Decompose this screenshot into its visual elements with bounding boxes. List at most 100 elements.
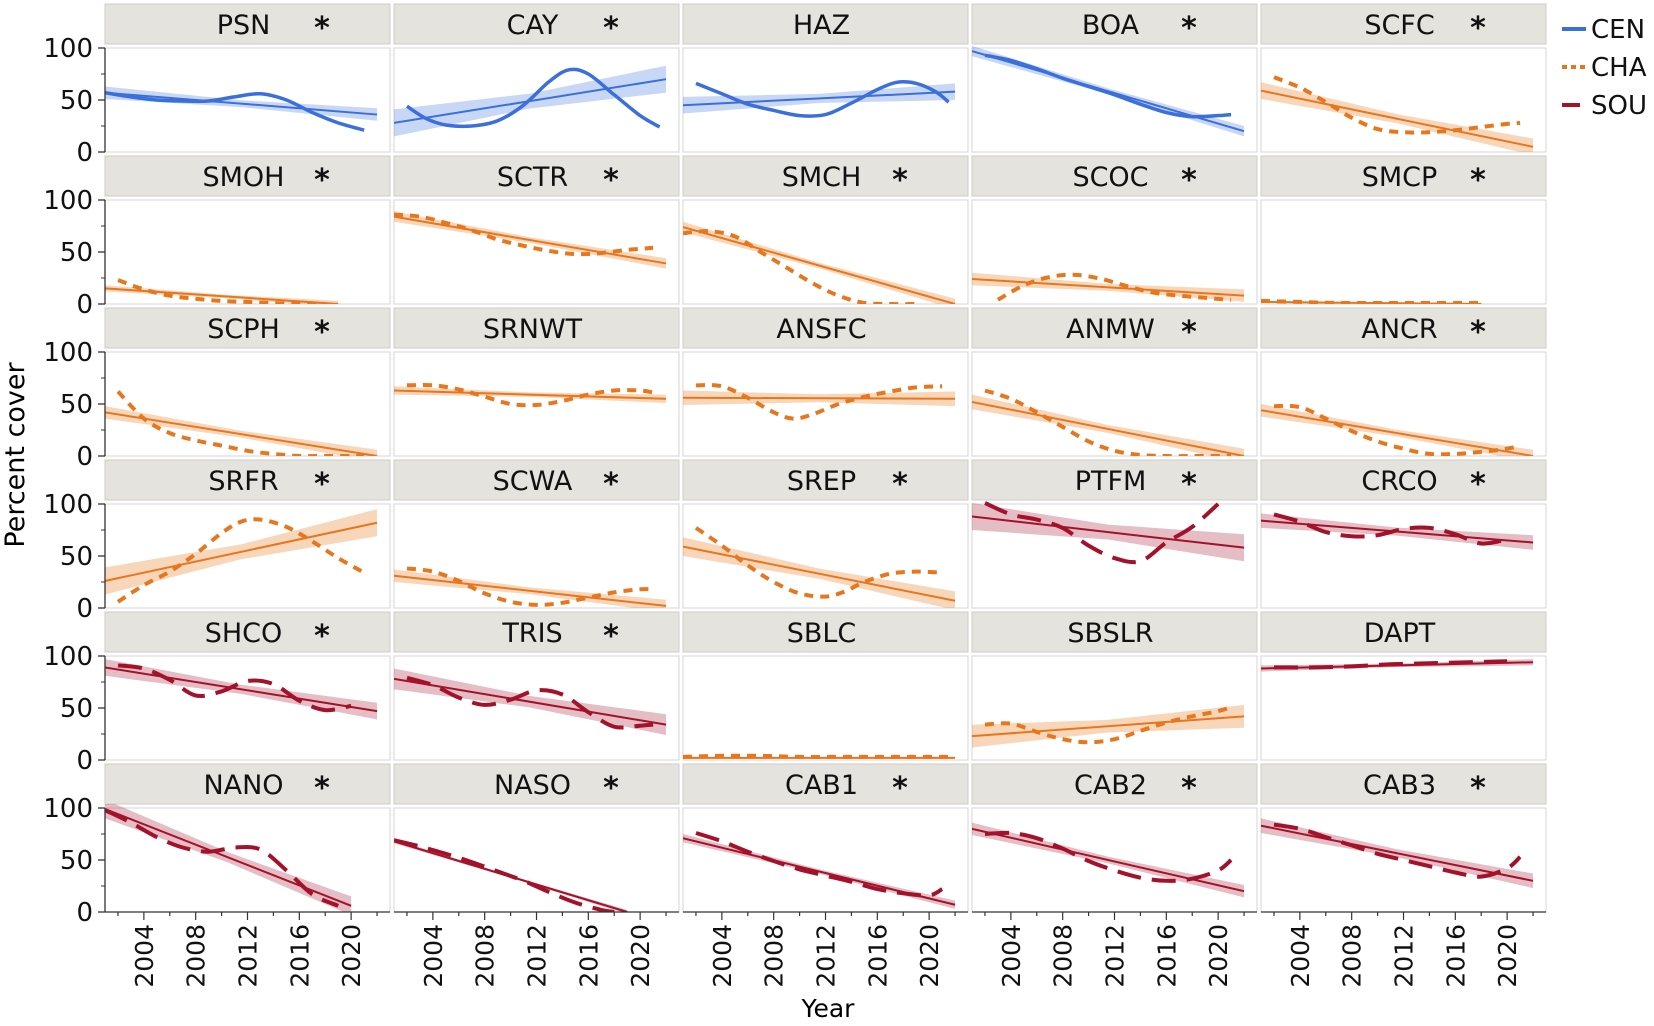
panel-scwa: SCWA *	[393, 459, 680, 609]
smoother-line	[1273, 512, 1508, 546]
smoother-line	[984, 705, 1232, 745]
linear-fit-line	[683, 226, 956, 304]
smoother-line	[984, 53, 1232, 119]
panel-title: ANSFC	[776, 314, 866, 345]
panel-title: SMCH	[782, 162, 862, 193]
linear-fit-line	[972, 278, 1245, 297]
x-tick-label: 2016	[285, 924, 314, 988]
y-tick-label: 100	[43, 794, 93, 824]
x-axis-title: Year	[801, 994, 856, 1023]
smoother-line	[1261, 298, 1482, 304]
x-tick-label: 2020	[337, 924, 366, 988]
linear-fit-line	[972, 827, 1245, 893]
panel-crco: CRCO *	[1260, 459, 1547, 609]
significance-marker: *	[314, 163, 330, 198]
panel-header-bg	[971, 307, 1258, 349]
plot-area	[971, 351, 1258, 457]
plot-area	[1260, 503, 1547, 609]
panel-header-bg	[104, 155, 391, 197]
panel-header-bg	[971, 459, 1258, 501]
smoother-line	[406, 675, 654, 730]
panel-title: SCPH	[207, 314, 280, 345]
significance-marker: *	[1181, 467, 1197, 502]
panel-tris: TRIS *	[393, 611, 680, 761]
x-tick-label: 2016	[574, 924, 603, 988]
plot-area	[682, 655, 969, 761]
panel-title: ANCR	[1361, 314, 1437, 345]
plot-area	[682, 47, 969, 153]
plot-area	[1260, 351, 1547, 457]
panel-cab1: CAB1 *	[682, 763, 969, 913]
significance-marker: *	[892, 771, 908, 806]
significance-marker: *	[1181, 315, 1197, 350]
panel-haz: HAZ	[682, 3, 969, 153]
x-tick-label: 2020	[915, 924, 944, 988]
confidence-band	[1261, 82, 1533, 152]
y-tick-label: 50	[60, 542, 93, 572]
x-tick-label: 2016	[1441, 924, 1470, 988]
significance-marker: *	[603, 771, 619, 806]
panel-header-bg	[971, 611, 1258, 653]
smoother-line	[117, 663, 352, 713]
legend: CEN CHA SOU	[1562, 15, 1647, 121]
significance-marker: *	[1181, 11, 1197, 46]
panel-header-bg	[393, 307, 680, 349]
panel-header-bg	[104, 611, 391, 653]
linear-fit-line	[105, 666, 378, 713]
linear-fit-line	[1261, 89, 1534, 148]
significance-marker: *	[314, 619, 330, 654]
significance-marker: *	[892, 467, 908, 502]
smoother-line	[695, 383, 943, 421]
smoother-line	[695, 831, 944, 898]
significance-marker: *	[603, 619, 619, 654]
panel-header-bg	[393, 763, 680, 805]
plot-area	[393, 655, 680, 761]
x-tick-label: 2004	[419, 924, 448, 988]
x-tick-label: 2008	[1338, 924, 1367, 988]
smoother-line	[406, 67, 661, 129]
panel-title: SREP	[787, 466, 856, 497]
smoother-line	[406, 566, 654, 607]
legend-item-cha: CHA	[1562, 53, 1647, 83]
y-tick-label: 100	[43, 186, 93, 216]
smoother-line	[695, 80, 950, 118]
y-axis-title: Percent cover	[0, 361, 31, 547]
linear-fit-line	[1261, 409, 1534, 456]
x-tick-label: 2020	[626, 924, 655, 988]
panel-sbslr: SBSLR	[971, 611, 1258, 761]
linear-fit-line	[683, 90, 956, 107]
significance-marker: *	[1470, 771, 1486, 806]
panel-sblc: SBLC	[682, 611, 969, 761]
panel-title: HAZ	[793, 10, 850, 41]
y-tick-label: 0	[76, 594, 93, 624]
panel-header-bg	[971, 155, 1258, 197]
significance-marker: *	[603, 467, 619, 502]
linear-fit-line	[105, 411, 378, 456]
x-tick-label: 2012	[812, 924, 841, 988]
significance-marker: *	[1470, 11, 1486, 46]
significance-marker: *	[1470, 315, 1486, 350]
significance-marker: *	[603, 11, 619, 46]
panel-title: SCOC	[1072, 162, 1148, 193]
legend-label: CEN	[1591, 15, 1645, 45]
y-tick-label: 100	[43, 642, 93, 672]
panel-cab3: CAB3 *	[1260, 763, 1547, 913]
smoother-line	[694, 526, 943, 599]
smoother-line	[116, 517, 366, 604]
panel-header-bg	[682, 155, 969, 197]
x-tick-label: 2004	[1286, 924, 1315, 988]
panel-title: SCWA	[493, 466, 573, 497]
linear-fit-line	[105, 808, 352, 907]
panel-header-bg	[104, 3, 391, 45]
plot-area	[971, 655, 1258, 761]
panel-title: CRCO	[1361, 466, 1437, 497]
smoother-line	[683, 229, 917, 304]
panel-grid: PSN * CAY * HAZ BOA * SCFC * SMOH * SCTR * SMCH * SCOC *…	[104, 3, 1547, 913]
x-tick-label: 2012	[1101, 924, 1130, 988]
panel-anmw: ANMW *	[971, 307, 1258, 457]
x-tick-label: 2020	[1204, 924, 1233, 988]
smoother-line	[683, 753, 955, 759]
plot-area	[1260, 199, 1547, 305]
panel-header-bg	[682, 307, 969, 349]
panel-header-bg	[682, 611, 969, 653]
